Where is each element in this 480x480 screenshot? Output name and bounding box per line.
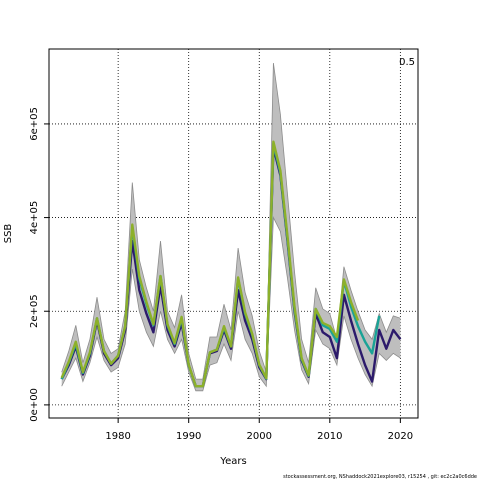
footer-note: stockassessment.org, NShaddock2021explor… xyxy=(283,474,477,480)
plot-area: 1980 1990 2000 2010 2020 0e+00 2e+05 4e+05 6e+05… xyxy=(3,48,419,467)
y-axis-label: SSB xyxy=(3,224,14,244)
x-tick-label: 2000 xyxy=(247,431,272,442)
corner-label: 0.5 xyxy=(399,57,415,68)
band-lower-edge xyxy=(61,216,401,392)
x-axis-label: Years xyxy=(219,456,246,467)
x-tick-label: 2020 xyxy=(388,431,413,442)
y-tick-label: 2e+05 xyxy=(29,294,40,328)
y-tick-label: 0e+00 xyxy=(29,388,40,422)
series-line-1 xyxy=(60,146,402,388)
x-tick-label: 1980 xyxy=(105,431,130,442)
band-upper-edge xyxy=(61,62,401,380)
y-tick-label: 6e+05 xyxy=(29,107,40,141)
x-tick-label: 1990 xyxy=(176,431,201,442)
plot-frame xyxy=(48,48,419,419)
y-tick-label: 4e+05 xyxy=(29,201,40,235)
x-tick-label: 2010 xyxy=(317,431,342,442)
series-line-3 xyxy=(60,140,360,388)
